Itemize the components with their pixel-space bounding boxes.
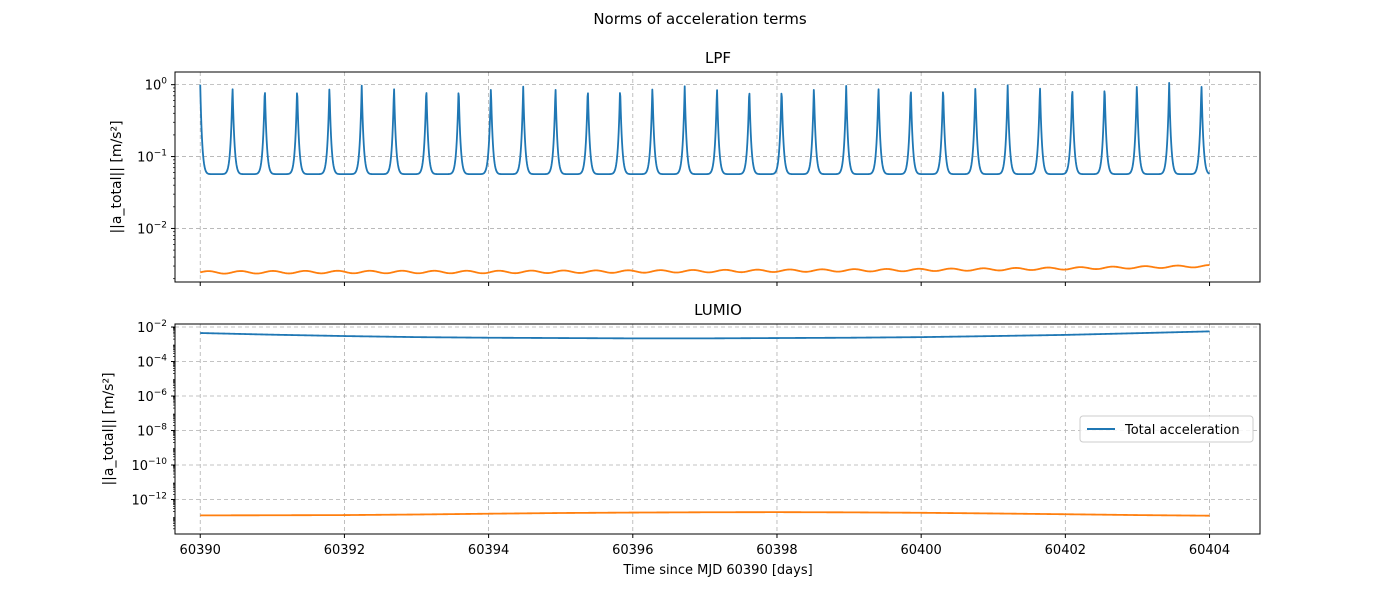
lpf-y-tick-label: 10−2: [137, 220, 167, 237]
lumio-grid: [175, 324, 1260, 534]
lpf-y-axis-label-text: ||a_total|| [m/s²]: [109, 120, 125, 233]
lumio-x-tick-label: 60398: [756, 543, 797, 558]
lumio-x-tick-label: 60402: [1045, 543, 1086, 558]
legend: Total acceleration: [1079, 415, 1254, 443]
lumio-series-line-1: [200, 330, 1210, 340]
lumio-x-tick-label: 60404: [1189, 543, 1230, 558]
lumio-x-tick-label: 60394: [468, 543, 509, 558]
legend-box: [1079, 415, 1254, 443]
figure-title: Norms of acceleration terms: [593, 10, 807, 28]
lpf-y-tick-label: 10−1: [137, 149, 167, 166]
lumio-ticks: 60390 60392 60394 60396 60398 60400 60402 60404…: [131, 319, 1230, 558]
lumio-y-tick-label: 10−8: [137, 423, 167, 440]
lumio-x-tick-label: 60392: [324, 543, 365, 558]
legend-label-total-acceleration: Total acceleration: [1124, 423, 1240, 438]
lpf-panel: LPF 100 10−1 10−2 ||a_total|| [m/s²]: [109, 49, 1261, 286]
lumio-panel-title: LUMIO: [694, 301, 742, 319]
lumio-y-tick-label: 10−4: [137, 354, 167, 371]
lpf-y-axis-label: ||a_total|| [m/s²]: [109, 120, 125, 233]
lumio-panel: LUMIO 60390 60392 60394 60396 60398 60400 6040…: [101, 301, 1261, 558]
lumio-y-axis-label-text: ||a_total|| [m/s²]: [101, 372, 117, 485]
lumio-x-tick-label: 60390: [180, 543, 221, 558]
lumio-y-tick-label: 10−2: [137, 319, 167, 336]
x-axis-label: Time since MJD 60390 [days]: [622, 563, 812, 578]
lpf-plot-frame: [174, 71, 1261, 283]
lpf-series-layer: [199, 81, 1211, 275]
lumio-x-tick-label: 60400: [900, 543, 941, 558]
lumio-y-tick-label: 10−12: [131, 492, 167, 509]
lumio-plot-frame: [174, 323, 1261, 535]
lumio-y-tick-label: 10−6: [137, 388, 167, 405]
lpf-panel-title: LPF: [705, 49, 731, 67]
lpf-y-tick-label: 100: [145, 77, 168, 94]
lumio-y-axis-label: ||a_total|| [m/s²]: [101, 372, 117, 485]
lumio-y-tick-label: 10−10: [131, 457, 167, 474]
lpf-grid: [175, 72, 1260, 282]
lumio-x-tick-label: 60396: [612, 543, 653, 558]
lumio-series-line-2: [200, 511, 1210, 517]
lpf-ticks: 100 10−1 10−2: [137, 77, 1211, 286]
lpf-series-line-1: [199, 81, 1211, 176]
lpf-series-line-2: [200, 264, 1210, 275]
lumio-series-layer: [200, 330, 1210, 517]
